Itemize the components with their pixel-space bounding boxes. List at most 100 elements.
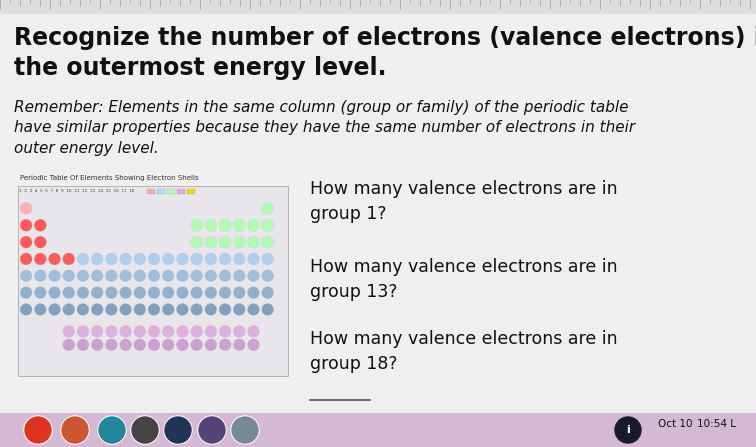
Circle shape [219,253,231,265]
Circle shape [119,304,132,316]
Circle shape [164,416,192,444]
Circle shape [205,304,217,316]
Circle shape [205,253,217,265]
Circle shape [176,339,188,351]
Circle shape [148,287,160,299]
Text: Oct 10: Oct 10 [658,419,692,429]
Circle shape [219,304,231,316]
Circle shape [205,219,217,231]
Circle shape [119,325,132,337]
Circle shape [247,325,259,337]
Circle shape [34,270,46,282]
Circle shape [20,219,32,231]
Circle shape [105,253,117,265]
Circle shape [77,287,89,299]
Circle shape [63,270,75,282]
Circle shape [234,339,245,351]
Circle shape [234,253,245,265]
Circle shape [262,236,274,248]
Circle shape [176,325,188,337]
Bar [147,189,155,194]
Bar [167,189,175,194]
Circle shape [24,416,52,444]
Circle shape [34,219,46,231]
Circle shape [20,253,32,265]
Circle shape [105,339,117,351]
Circle shape [134,270,146,282]
Circle shape [262,287,274,299]
Circle shape [134,287,146,299]
Circle shape [262,202,274,215]
Circle shape [148,270,160,282]
Circle shape [247,304,259,316]
Bar [18,186,288,376]
Text: How many valence electrons are in
group 1?: How many valence electrons are in group … [310,180,618,223]
Circle shape [63,304,75,316]
Circle shape [219,270,231,282]
Circle shape [34,304,46,316]
Circle shape [61,416,89,444]
Text: the outermost energy level.: the outermost energy level. [14,56,386,80]
Circle shape [99,417,125,443]
Circle shape [134,325,146,337]
Circle shape [132,417,158,443]
Circle shape [91,339,103,351]
Bar [0,0,756,14]
Circle shape [219,219,231,231]
Circle shape [198,416,226,444]
Circle shape [134,339,146,351]
Circle shape [134,253,146,265]
Circle shape [176,287,188,299]
Circle shape [176,270,188,282]
Circle shape [20,304,32,316]
Circle shape [91,325,103,337]
Circle shape [25,417,51,443]
Circle shape [262,304,274,316]
Bar [187,189,195,194]
Circle shape [165,417,191,443]
Circle shape [63,325,75,337]
Circle shape [231,416,259,444]
Circle shape [234,304,245,316]
Circle shape [20,219,32,231]
Circle shape [63,339,75,351]
Circle shape [91,270,103,282]
Circle shape [191,270,203,282]
Circle shape [48,287,60,299]
Circle shape [176,304,188,316]
Circle shape [191,304,203,316]
Circle shape [105,304,117,316]
Circle shape [77,270,89,282]
Circle shape [48,270,60,282]
Bar [0,413,756,447]
Circle shape [148,339,160,351]
Text: Remember: Elements in the same column (group or family) of the periodic table
ha: Remember: Elements in the same column (g… [14,100,635,156]
Circle shape [191,287,203,299]
Circle shape [77,253,89,265]
Circle shape [48,253,60,265]
Circle shape [48,253,60,265]
Circle shape [34,219,46,231]
Circle shape [148,304,160,316]
Circle shape [91,287,103,299]
Circle shape [205,287,217,299]
Circle shape [77,304,89,316]
Circle shape [247,339,259,351]
Circle shape [615,417,641,443]
Circle shape [34,253,46,265]
Circle shape [98,416,126,444]
Circle shape [234,236,245,248]
Circle shape [20,202,32,215]
Circle shape [119,339,132,351]
Circle shape [163,270,174,282]
Circle shape [134,304,146,316]
Circle shape [91,304,103,316]
Circle shape [20,253,32,265]
Circle shape [247,236,259,248]
Circle shape [205,270,217,282]
Circle shape [262,253,274,265]
Circle shape [234,287,245,299]
Circle shape [34,287,46,299]
Circle shape [63,253,75,265]
Circle shape [48,304,60,316]
